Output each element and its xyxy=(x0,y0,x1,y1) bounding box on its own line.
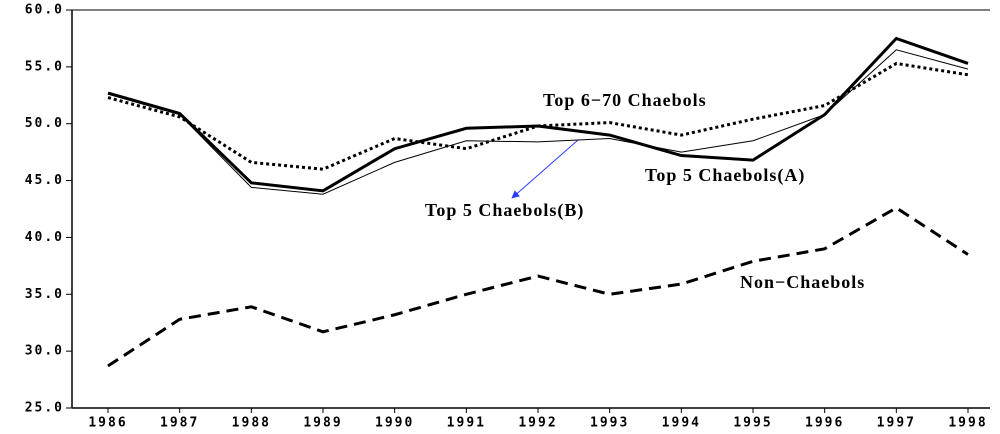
x-tick-label: 1989 xyxy=(303,416,342,431)
y-tick-label: 25.0 xyxy=(25,401,64,416)
series-label: Non−Chaebols xyxy=(740,272,865,292)
x-tick-label: 1992 xyxy=(518,416,557,431)
y-tick-label: 35.0 xyxy=(25,287,64,302)
series-label: Top 5 Chaebols(A) xyxy=(645,165,805,186)
x-tick-label: 1990 xyxy=(375,416,414,431)
x-tick-label: 1998 xyxy=(948,416,987,431)
series-line xyxy=(107,36,969,193)
x-tick-label: 1993 xyxy=(590,416,629,431)
x-tick-label: 1996 xyxy=(805,416,844,431)
x-tick-label: 1986 xyxy=(88,416,127,431)
y-tick-label: 50.0 xyxy=(25,116,64,131)
annotation-arrow xyxy=(511,139,579,199)
x-tick-label: 1991 xyxy=(447,416,486,431)
y-tick-label: 40.0 xyxy=(25,230,64,245)
series-label: Top 6−70 Chaebols xyxy=(543,90,707,110)
x-tick-label: 1997 xyxy=(877,416,916,431)
x-tick-label: 1988 xyxy=(232,416,271,431)
y-tick-label: 30.0 xyxy=(25,344,64,359)
y-tick-label: 55.0 xyxy=(25,59,64,74)
x-tick-label: 1994 xyxy=(662,416,701,431)
x-tick-label: 1995 xyxy=(733,416,772,431)
y-tick-label: 45.0 xyxy=(25,173,64,188)
series-line xyxy=(107,206,969,368)
series-line xyxy=(107,61,969,171)
series-label: Top 5 Chaebols(B) xyxy=(425,200,584,221)
y-tick-label: 60.0 xyxy=(25,3,64,18)
x-tick-label: 1987 xyxy=(160,416,199,431)
series-line xyxy=(107,49,969,195)
